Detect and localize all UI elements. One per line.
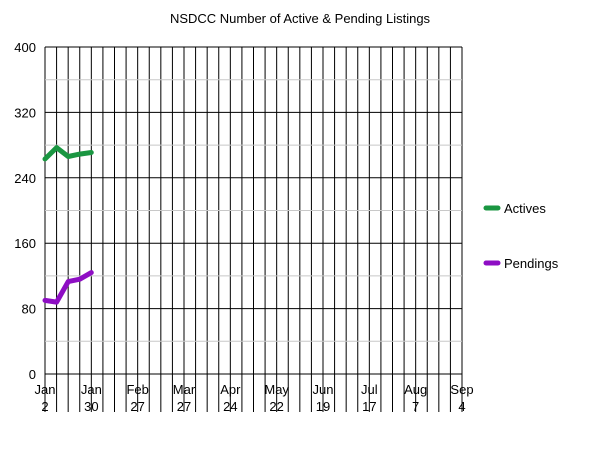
y-tick-label: 320: [14, 105, 36, 120]
x-tick-month: Apr: [220, 382, 241, 397]
y-tick-label: 400: [14, 40, 36, 55]
series-line-actives: [42, 145, 94, 162]
x-tick-month: Jun: [313, 382, 334, 397]
x-tick-month: Jan: [81, 382, 102, 397]
x-tick-month: Jul: [361, 382, 378, 397]
y-tick-label: 240: [14, 171, 36, 186]
x-tick-day: 30: [84, 399, 98, 414]
gridlines: [44, 46, 463, 412]
x-tick-day: 27: [130, 399, 144, 414]
y-tick-label: 80: [22, 302, 36, 317]
x-tick-day: 22: [269, 399, 283, 414]
x-tick-day: 27: [177, 399, 191, 414]
x-tick-day: 4: [458, 399, 465, 414]
series-lines: [42, 145, 94, 305]
y-tick-label: 0: [29, 367, 36, 382]
chart-title: NSDCC Number of Active & Pending Listing…: [170, 11, 431, 26]
legend-label-actives: Actives: [504, 201, 546, 216]
x-tick-day: 19: [316, 399, 330, 414]
y-tick-label: 160: [14, 236, 36, 251]
legend-label-pendings: Pendings: [504, 256, 559, 271]
x-tick-month: Sep: [450, 382, 473, 397]
x-tick-month: Feb: [126, 382, 148, 397]
y-axis-tick-labels: 0 80 160 240 320 400: [14, 40, 36, 382]
x-tick-month: Jan: [35, 382, 56, 397]
x-tick-month: May: [264, 382, 289, 397]
legend: Actives Pendings: [483, 201, 559, 271]
x-tick-day: 2: [41, 399, 48, 414]
x-axis-tick-labels: Jan 2 Jan 30 Feb 27 Mar 27 Apr 24 May 22 Jun 19 Jul 17 A…: [35, 382, 474, 414]
x-tick-day: 7: [412, 399, 419, 414]
series-line-pendings: [42, 270, 94, 305]
x-tick-month: Mar: [173, 382, 196, 397]
x-tick-month: Aug: [404, 382, 427, 397]
x-tick-day: 24: [223, 399, 237, 414]
x-tick-day: 17: [362, 399, 376, 414]
